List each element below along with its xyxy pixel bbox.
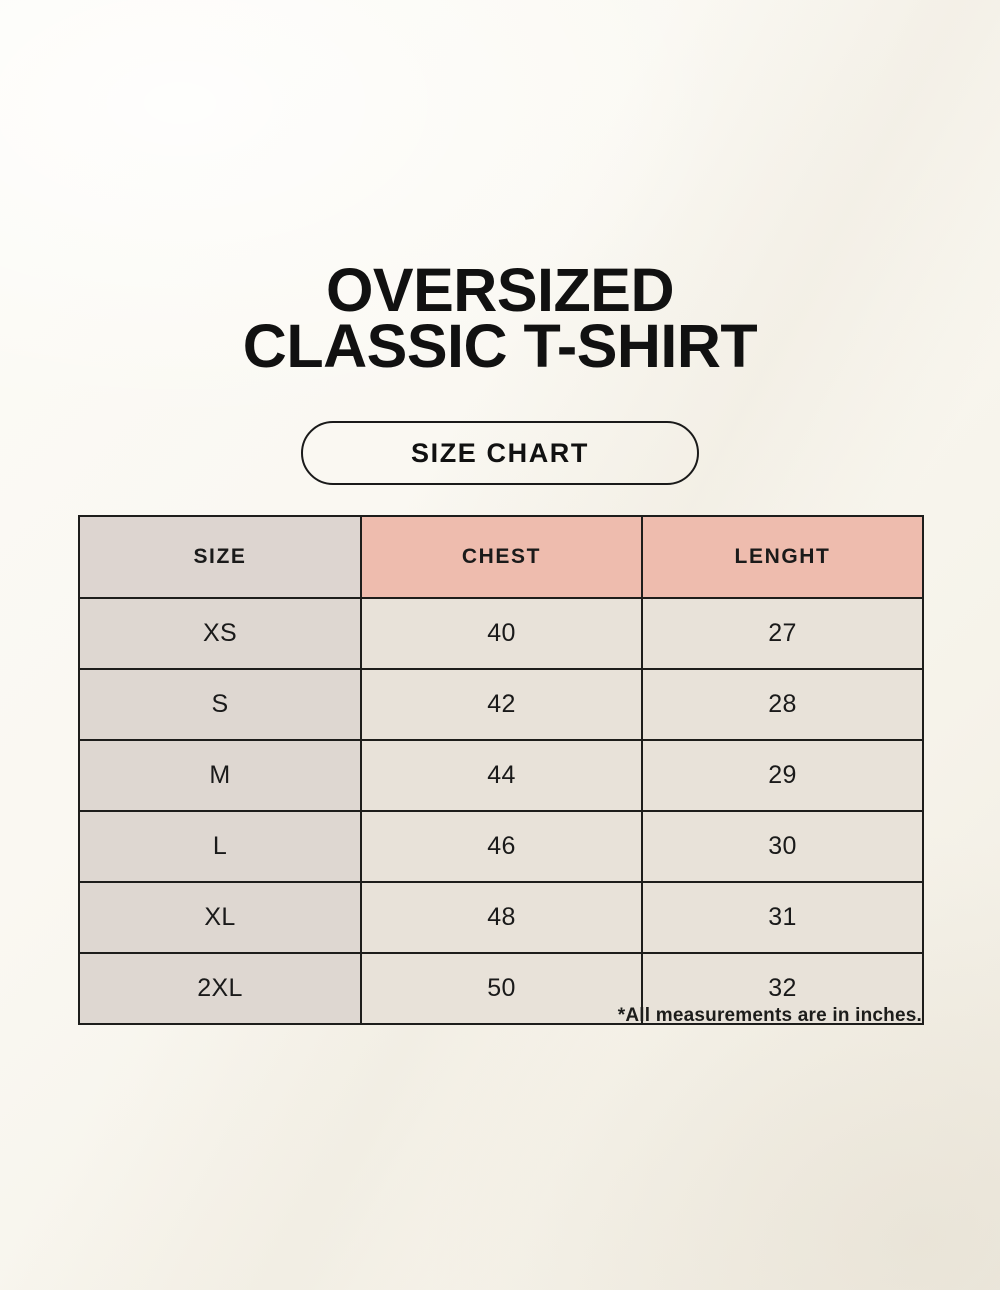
cell-chest: 46 <box>360 810 643 883</box>
cell-length: 31 <box>641 881 924 954</box>
cell-chest: 40 <box>360 597 643 670</box>
size-table-head: SIZE CHEST LENGHT <box>78 515 924 599</box>
cell-length: 29 <box>641 739 924 812</box>
cell-length: 27 <box>641 597 924 670</box>
cell-chest: 48 <box>360 881 643 954</box>
cell-chest: 42 <box>360 668 643 741</box>
column-header-length: LENGHT <box>641 515 924 599</box>
page-title: OVERSIZED CLASSIC T-SHIRT <box>0 256 1000 380</box>
title-line-1: OVERSIZED <box>325 256 675 324</box>
size-table-container: SIZE CHEST LENGHT XS 40 27 S 42 28 M <box>78 515 924 1025</box>
cell-length: 28 <box>641 668 924 741</box>
table-row: XL 48 31 <box>78 881 924 954</box>
cell-size: M <box>78 739 362 812</box>
size-table-body: XS 40 27 S 42 28 M 44 29 L 46 30 <box>78 597 924 1025</box>
cell-size: S <box>78 668 362 741</box>
table-header-row: SIZE CHEST LENGHT <box>78 515 924 599</box>
table-row: M 44 29 <box>78 739 924 812</box>
column-header-chest: CHEST <box>360 515 643 599</box>
measurement-footnote: *All measurements are in inches. <box>617 1005 922 1026</box>
table-row: XS 40 27 <box>78 597 924 670</box>
table-row: L 46 30 <box>78 810 924 883</box>
cell-length: 30 <box>641 810 924 883</box>
cell-size: L <box>78 810 362 883</box>
cell-size: XS <box>78 597 362 670</box>
size-table: SIZE CHEST LENGHT XS 40 27 S 42 28 M <box>78 515 924 1025</box>
size-chart-badge: SIZE CHART <box>301 421 699 485</box>
column-header-size: SIZE <box>78 515 362 599</box>
cell-size: XL <box>78 881 362 954</box>
size-chart-badge-wrap: SIZE CHART <box>0 421 1000 485</box>
title-line-2: CLASSIC T-SHIRT <box>242 312 758 380</box>
table-row: S 42 28 <box>78 668 924 741</box>
cell-chest: 44 <box>360 739 643 812</box>
